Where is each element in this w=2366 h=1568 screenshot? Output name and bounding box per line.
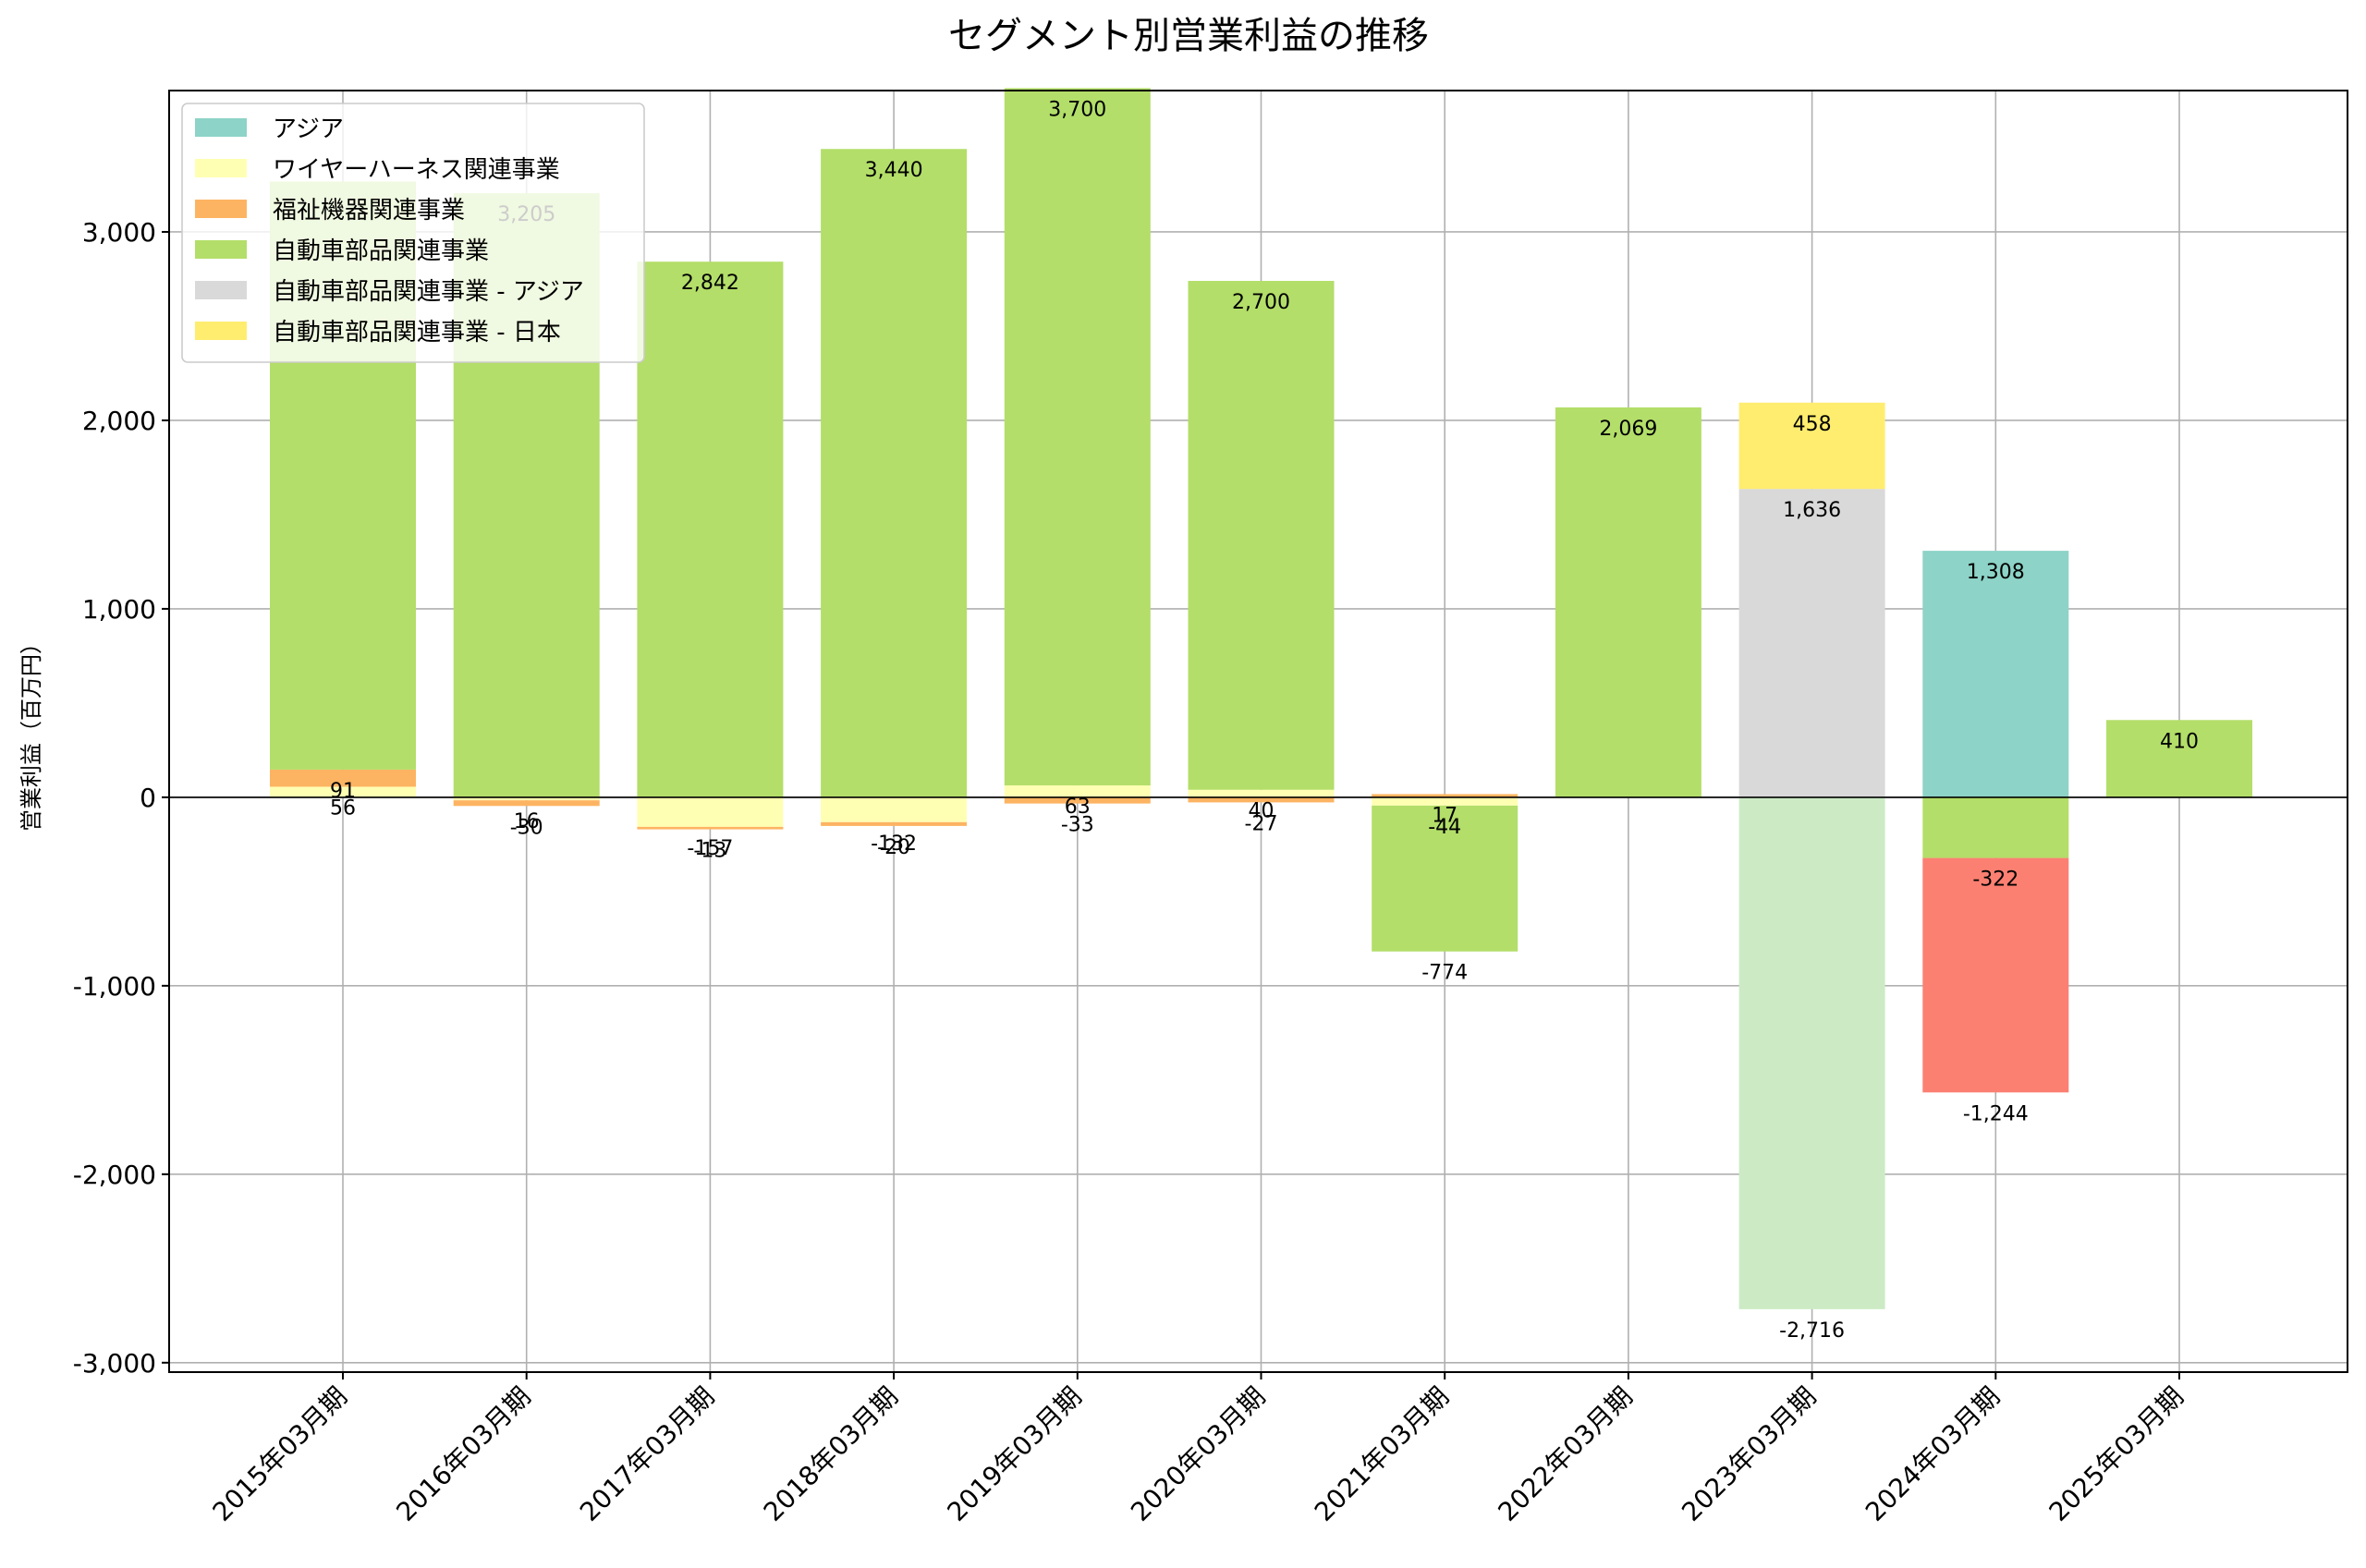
x-tick-label: 2023年03月期 xyxy=(1676,1381,1822,1527)
bar-segment xyxy=(1922,551,2069,797)
x-tick-label: 2017年03月期 xyxy=(574,1381,720,1527)
x-tick-label: 2020年03月期 xyxy=(1125,1381,1271,1527)
legend-swatch xyxy=(195,159,247,177)
legend: アジアワイヤーハーネス関連事業福祉機器関連事業自動車部品関連事業自動車部品関連事… xyxy=(181,103,645,363)
data-label: -27 xyxy=(1245,812,1278,835)
legend-swatch xyxy=(195,240,247,259)
data-label: -132 xyxy=(871,833,917,856)
data-label: 3,440 xyxy=(865,159,923,182)
data-label: -44 xyxy=(1428,816,1461,839)
data-label: 3,700 xyxy=(1048,98,1106,121)
bar-segment xyxy=(270,786,416,797)
data-label: -157 xyxy=(687,837,733,860)
legend-label: 自動車部品関連事業 - アジア xyxy=(273,278,584,306)
legend-swatch xyxy=(195,322,247,340)
bar-segment xyxy=(1738,796,1885,1309)
data-label: -20 xyxy=(877,836,910,859)
legend-swatch xyxy=(195,200,247,218)
bar-segment xyxy=(637,826,784,830)
y-tick-label: 3,000 xyxy=(82,217,156,248)
bar-segment xyxy=(453,800,600,807)
bar-segment xyxy=(1004,88,1151,786)
bar-segment xyxy=(1372,805,1518,952)
y-tick-label: 0 xyxy=(140,783,156,813)
bar-segment xyxy=(637,261,784,797)
bar-segment xyxy=(453,796,600,801)
x-tick-label: 2019年03月期 xyxy=(941,1381,1087,1527)
y-tick-label: -2,000 xyxy=(73,1160,156,1190)
bar-segment xyxy=(1188,796,1335,803)
x-tick-label: 2022年03月期 xyxy=(1493,1381,1639,1527)
data-label: -30 xyxy=(510,816,543,839)
y-tick-label: -3,000 xyxy=(73,1348,156,1379)
data-label: 1,308 xyxy=(1967,561,2025,584)
bar-segment xyxy=(637,796,784,827)
bar-segment xyxy=(1922,857,2069,1093)
x-tick-label: 2021年03月期 xyxy=(1309,1381,1455,1527)
bar-segment xyxy=(1372,794,1518,797)
data-label: -1,244 xyxy=(1963,1102,2029,1125)
bar-segment xyxy=(1372,796,1518,806)
data-label: 410 xyxy=(2160,730,2199,753)
bar-segment xyxy=(821,821,968,826)
legend-label: 自動車部品関連事業 xyxy=(273,237,489,265)
x-tick-label: 2015年03月期 xyxy=(207,1381,353,1527)
data-label: 1,636 xyxy=(1783,499,1841,522)
data-label: 56 xyxy=(330,796,356,820)
data-label: 2,700 xyxy=(1232,291,1290,314)
legend-box xyxy=(181,103,645,363)
legend-label: アジア xyxy=(273,115,344,143)
data-label: -322 xyxy=(1972,869,2018,892)
bar-segment xyxy=(1004,785,1151,797)
data-label: -33 xyxy=(1061,814,1094,837)
plot-frame xyxy=(168,90,2348,1373)
x-tick-label: 2016年03月期 xyxy=(390,1381,536,1527)
legend-swatch xyxy=(195,281,247,299)
y-tick-label: 1,000 xyxy=(82,594,156,625)
bar-segment xyxy=(821,149,968,797)
y-tick-label: 2,000 xyxy=(82,406,156,436)
data-label: 2,069 xyxy=(1599,418,1657,441)
legend-label: 自動車部品関連事業 - 日本 xyxy=(273,319,561,346)
bar-segment xyxy=(1738,489,1885,797)
bar-segment xyxy=(821,796,968,822)
data-label: 17 xyxy=(1432,804,1457,827)
bar-segment xyxy=(1922,796,2069,858)
legend-label: 福祉機器関連事業 xyxy=(273,197,465,225)
data-label: 16 xyxy=(514,810,540,833)
bar-segment xyxy=(1738,402,1885,490)
bars xyxy=(270,88,2252,1309)
chart-title: セグメント別営業利益の推移 xyxy=(948,15,1429,57)
bar-segment xyxy=(1188,789,1335,797)
x-tick-label: 2018年03月期 xyxy=(758,1381,904,1527)
bar-segment xyxy=(1555,407,1701,797)
data-label: 2,842 xyxy=(681,272,739,295)
data-label: -13 xyxy=(693,840,726,863)
legend-swatch xyxy=(195,118,247,137)
bar-segment xyxy=(1188,281,1335,790)
y-tick-label: -1,000 xyxy=(73,971,156,1002)
bar-segment xyxy=(2106,720,2252,797)
bar-segment xyxy=(1004,796,1151,804)
data-label: 40 xyxy=(1249,800,1274,823)
legend-label: ワイヤーハーネス関連事業 xyxy=(273,156,560,184)
y-axis-label: 営業利益（百万円） xyxy=(18,632,44,832)
x-tick-label: 2025年03月期 xyxy=(2043,1381,2189,1527)
data-label: -774 xyxy=(1421,962,1468,985)
x-tick-label: 2024年03月期 xyxy=(1860,1381,2006,1527)
data-label: 91 xyxy=(330,780,356,803)
data-label: 458 xyxy=(1793,413,1832,436)
data-label: -2,716 xyxy=(1779,1319,1845,1343)
bar-segment xyxy=(270,769,416,787)
data-label: 63 xyxy=(1065,796,1091,819)
